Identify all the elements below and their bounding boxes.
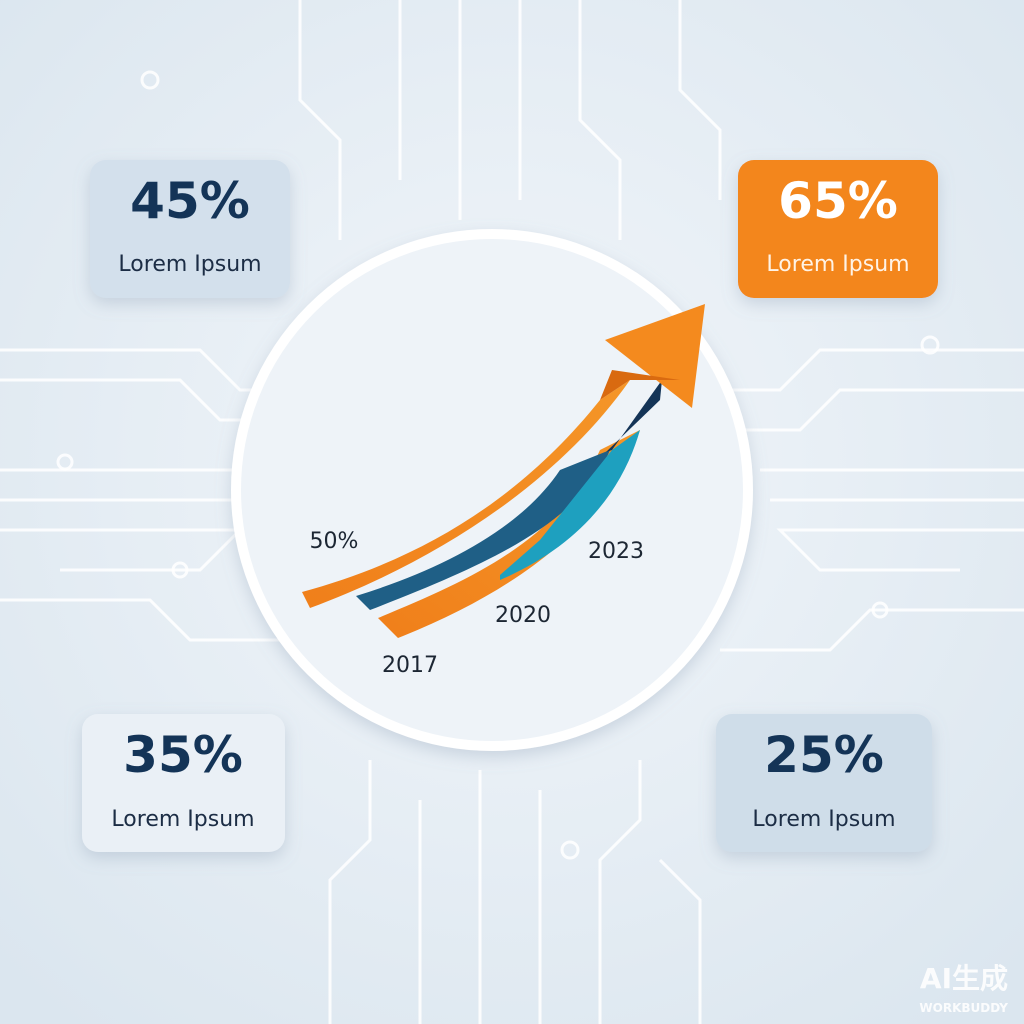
card-bg [716, 714, 932, 852]
card-value: 35% [123, 726, 243, 784]
watermark-sub: WORKBUDDY [919, 1001, 1008, 1015]
card-value: 65% [778, 172, 898, 230]
stat-card: 65% Lorem Ipsum [738, 160, 938, 298]
card-label: Lorem Ipsum [766, 252, 909, 277]
card-bg [82, 714, 285, 852]
watermark: AI生成 [920, 962, 1008, 995]
growth-arrow [302, 304, 705, 638]
stat-card: 45% Lorem Ipsum [90, 160, 290, 298]
year-label: 2017 [382, 653, 438, 678]
card-bg [738, 160, 938, 298]
card-label: Lorem Ipsum [752, 807, 895, 832]
stat-card: 25% Lorem Ipsum [716, 714, 932, 852]
year-label: 2020 [495, 603, 551, 628]
card-value: 45% [130, 172, 250, 230]
card-bg [90, 160, 290, 298]
center-circle [231, 229, 753, 751]
stat-card: 35% Lorem Ipsum [82, 714, 285, 852]
year-label: 2023 [588, 539, 644, 564]
start-value: 50% [310, 529, 359, 554]
card-label: Lorem Ipsum [111, 807, 254, 832]
card-value: 25% [764, 726, 884, 784]
card-label: Lorem Ipsum [118, 252, 261, 277]
